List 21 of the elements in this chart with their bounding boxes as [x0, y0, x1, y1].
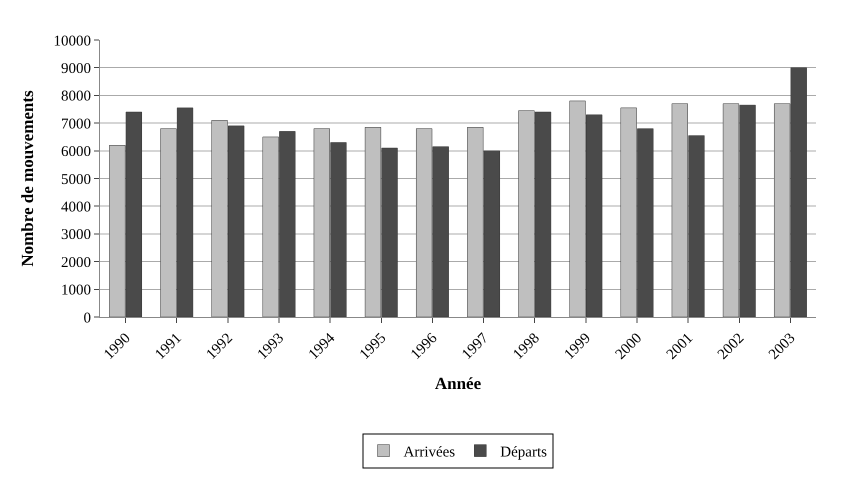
x-tick-label: 1992 [203, 330, 236, 363]
x-tick-label: 1999 [561, 330, 594, 363]
y-tick-label: 2000 [61, 254, 91, 271]
x-tick-label: 1990 [101, 330, 134, 363]
x-tick-label: 1991 [152, 330, 185, 363]
legend-label: Arrivées [404, 444, 456, 460]
y-tick-label: 3000 [61, 227, 91, 244]
legend-label: Départs [500, 444, 548, 460]
y-tick-label: 9000 [61, 60, 91, 77]
x-tick-label: 1993 [254, 330, 288, 363]
y-tick-label: 5000 [61, 172, 91, 188]
y-tick-label: 0 [84, 310, 91, 326]
y-tick-label: 7000 [61, 116, 91, 132]
y-tick-label: 6000 [61, 144, 91, 160]
y-tick-label: 4000 [61, 199, 91, 216]
x-axis-title: Année [434, 374, 482, 394]
y-tick-label: 8000 [61, 88, 91, 105]
y-tick-label: 1000 [61, 282, 91, 299]
x-tick-label: 2001 [664, 330, 696, 363]
y-axis-title: Nombre de mouvements [18, 90, 38, 267]
y-tick-label: 10000 [54, 33, 91, 50]
